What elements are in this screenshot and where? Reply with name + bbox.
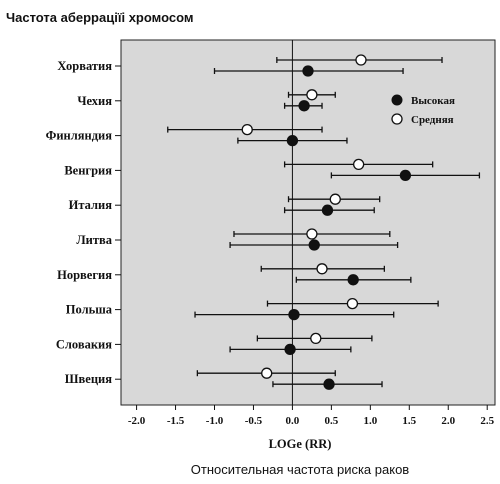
legend-label-high: Высокая <box>411 95 455 107</box>
point-medium <box>355 54 367 66</box>
series-marks <box>167 54 481 390</box>
point-high <box>284 343 296 356</box>
x-tick-label: -1.5 <box>167 415 185 427</box>
point-high <box>321 204 334 216</box>
legend-label-medium: Средняя <box>411 114 454 126</box>
category-label: Словакия <box>56 337 112 351</box>
point-medium <box>306 89 318 101</box>
point-high <box>308 239 320 251</box>
category-label: Литва <box>76 233 112 247</box>
x-axis-label: LOGe (RR) <box>269 437 332 451</box>
point-high <box>286 134 299 147</box>
category-label: Венгрия <box>64 163 112 177</box>
point-high <box>298 100 310 112</box>
category-label: Норвегия <box>57 268 112 282</box>
legend-marker-medium <box>391 113 403 125</box>
category-label: Хорватия <box>57 59 112 73</box>
point-medium <box>241 123 253 136</box>
x-axis: -2.0 -1.5 -1.0 -0.5 0.0 0.5 1.0 1.5 2.0 2.5 <box>128 405 495 427</box>
point-high <box>399 169 412 182</box>
category-labels: Хорватия Чехия Финляндия Венгрия Италия Литва… <box>46 59 121 386</box>
x-tick-label: -0.5 <box>245 415 263 427</box>
point-medium <box>261 367 273 379</box>
point-high <box>302 65 314 77</box>
category-label: Швеция <box>65 372 112 386</box>
x-tick-label: 0.0 <box>286 415 300 427</box>
x-tick-label: 1.0 <box>363 415 377 427</box>
point-medium <box>352 158 365 171</box>
chart-caption: Относительная частота риска раков <box>191 462 409 477</box>
x-tick-label: 2.5 <box>480 415 494 427</box>
category-label: Польша <box>66 303 113 317</box>
point-medium <box>306 228 318 240</box>
x-tick-label: 0.5 <box>325 415 339 427</box>
x-tick-label: -2.0 <box>128 415 146 427</box>
point-medium <box>316 263 328 275</box>
category-label: Чехия <box>77 94 112 108</box>
point-medium <box>310 332 322 345</box>
legend-marker-high <box>391 94 403 106</box>
point-high <box>288 308 300 321</box>
point-high <box>347 274 359 286</box>
category-label: Италия <box>69 198 113 212</box>
x-tick-label: 2.0 <box>441 415 455 427</box>
chart-title: Частота аберраціїі хромосом <box>6 10 193 25</box>
plot-area <box>120 39 496 406</box>
point-medium <box>346 297 359 310</box>
category-label: Финляндия <box>46 129 113 143</box>
point-high <box>323 378 335 390</box>
legend: Высокая Средняя <box>391 94 455 126</box>
x-tick-label: -1.0 <box>206 415 224 427</box>
point-medium <box>329 193 341 205</box>
x-tick-label: 1.5 <box>402 415 416 427</box>
